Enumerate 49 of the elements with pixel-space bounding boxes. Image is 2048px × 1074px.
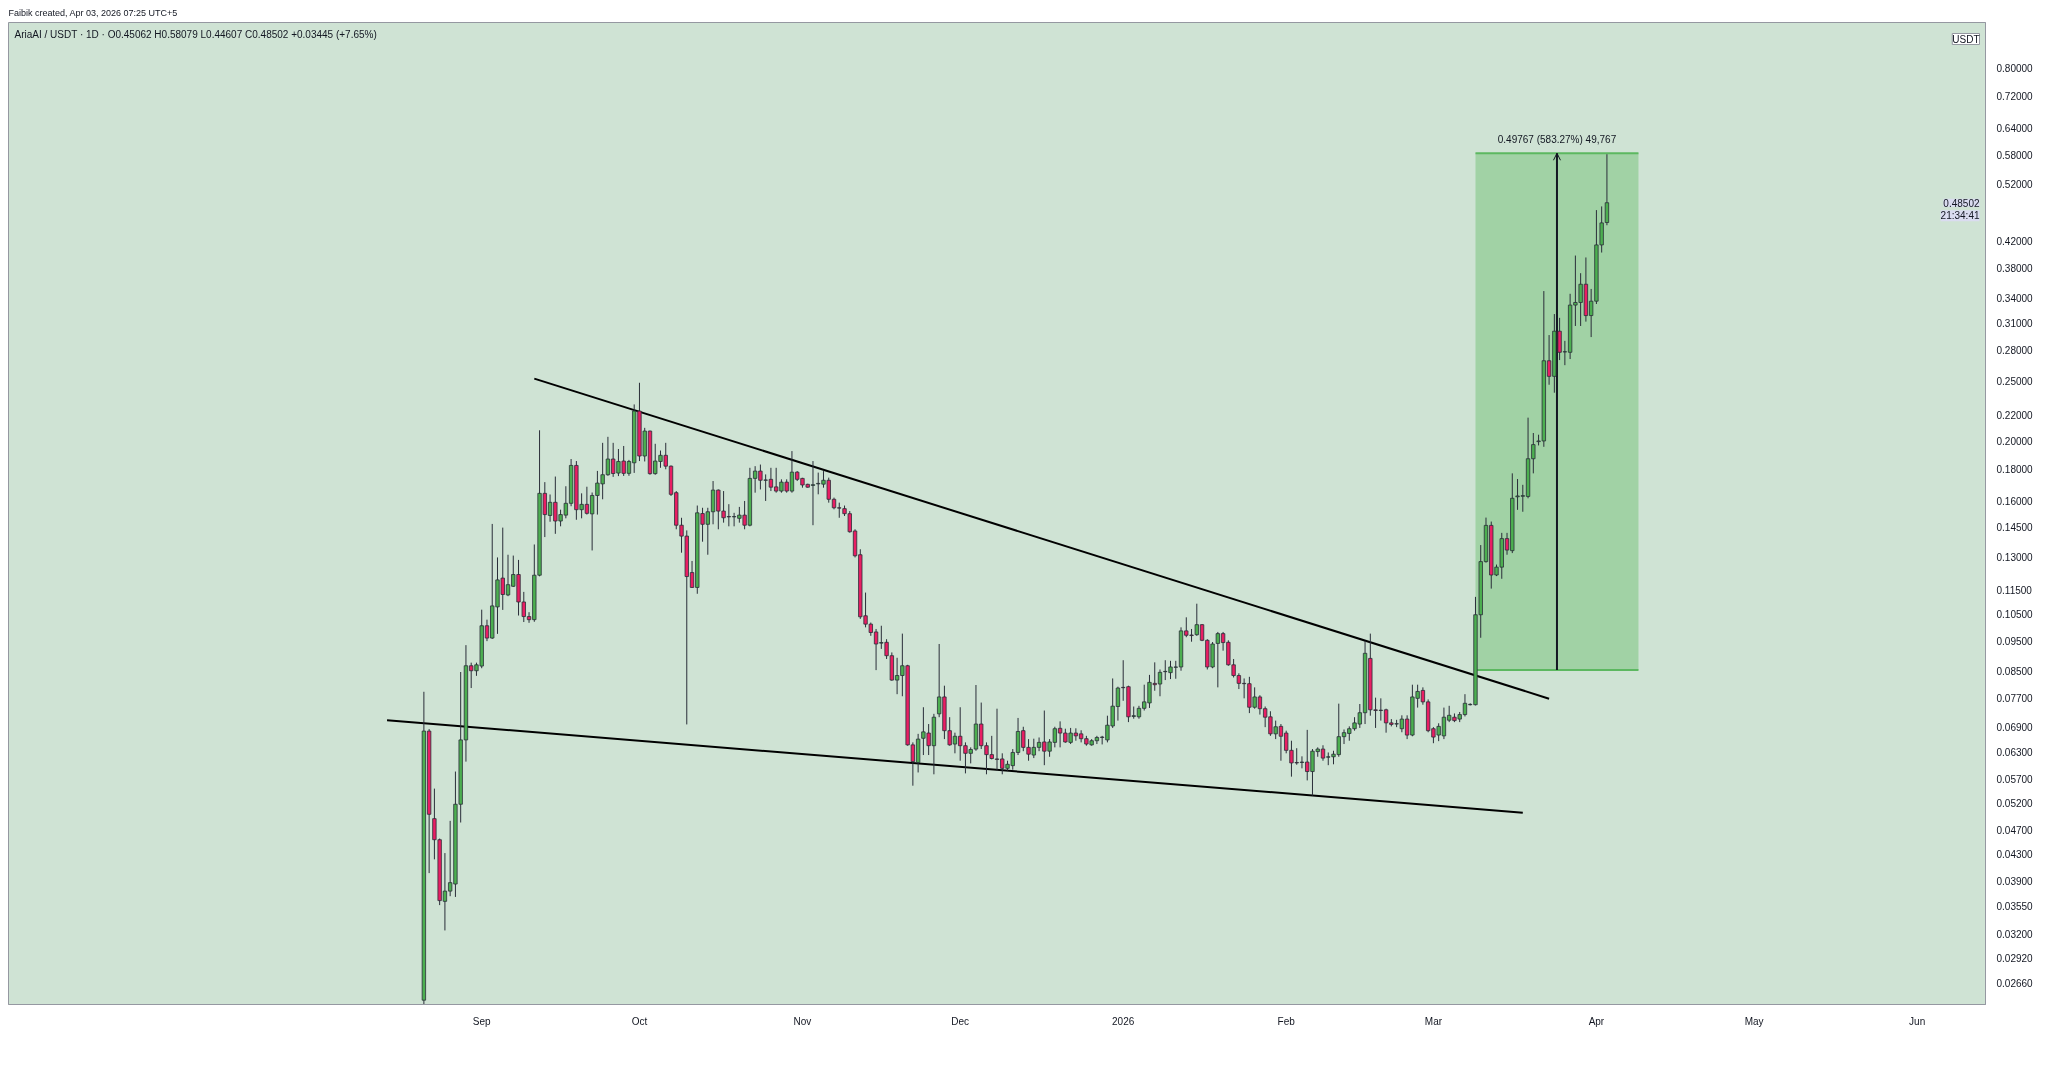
y-tick-label: 0.08500 (1996, 666, 2034, 678)
y-tick-label: 0.13000 (1996, 551, 2034, 563)
y-tick-label: 0.52000 (1996, 178, 2034, 190)
x-tick-label: Apr (1588, 1015, 1605, 1027)
y-tick-label: 0.03900 (1996, 875, 2034, 887)
y-tick-label: 0.42000 (1996, 236, 2034, 248)
y-tick-label: 0.20000 (1996, 435, 2034, 447)
y-tick-label: 0.02660 (1996, 978, 2034, 990)
y-axis-title: USDT (1952, 33, 1980, 45)
text: AriaAI / USDT · 1D · O0.45062 H0.58079 L0.44607 C0.48502 +0.03445 (+7.65%) (14, 28, 377, 40)
y-tick-label: 0.38000 (1996, 263, 2034, 275)
y-tick-label: 0.10500 (1996, 609, 2034, 621)
y-tick-label: 0.04700 (1996, 825, 2034, 837)
y-tick-label: 0.58000 (1996, 149, 2034, 161)
x-tick-label: Dec (951, 1015, 970, 1027)
y-tick-label: 0.05200 (1996, 798, 2034, 810)
y-tick-label: 0.64000 (1996, 123, 2034, 135)
y-tick-label: 0.14500 (1996, 522, 2034, 534)
y-tick-label: 0.16000 (1996, 495, 2034, 507)
x-tick-label: Sep (472, 1015, 492, 1027)
y-tick-label: 0.80000 (1996, 63, 2034, 75)
x-tick-label: Nov (793, 1015, 812, 1027)
y-tick-label: 0.11500 (1996, 584, 2033, 596)
x-tick-label: Feb (1277, 1015, 1296, 1027)
y-tick-label: 0.25000 (1996, 375, 2034, 387)
x-tick-label: May (1744, 1015, 1764, 1027)
y-tick-label: 0.03550 (1996, 900, 2034, 912)
y-tick-label: 0.31000 (1996, 318, 2034, 330)
y-tick-label: 0.72000 (1996, 91, 2034, 103)
y-tick-label: 0.06900 (1996, 722, 2034, 734)
y-tick-label: 0.18000 (1996, 464, 2034, 476)
y-tick-label: 0.34000 (1996, 293, 2034, 305)
y-tick-label: 0.03200 (1996, 928, 2034, 940)
x-tick-label: Oct (631, 1015, 648, 1027)
y-tick-label: 0.02920 (1996, 953, 2034, 965)
y-tick-label: 0.06300 (1996, 746, 2034, 758)
x-tick-label: Jun (1909, 1015, 1926, 1027)
y-tick-label: 0.09500 (1996, 636, 2034, 648)
y-tick-label: 0.28000 (1996, 345, 2034, 357)
text: Faibik created, Apr 03, 2026 07:25 UTC+5 (8, 7, 178, 18)
y-tick-label: 0.05700 (1996, 773, 2034, 785)
x-tick-label: 2026 (1112, 1015, 1135, 1027)
y-tick-label: 0.22000 (1996, 410, 2034, 422)
annotation: 0.48502 (1943, 197, 1980, 209)
y-tick-label: 0.04300 (1996, 849, 2034, 861)
annotation: 0.49767 (583.27%) 49,767 (1497, 134, 1617, 146)
y-tick-label: 0.07700 (1996, 692, 2034, 704)
annotation: 21:34:41 (1940, 210, 1980, 222)
x-tick-label: Mar (1424, 1015, 1443, 1027)
